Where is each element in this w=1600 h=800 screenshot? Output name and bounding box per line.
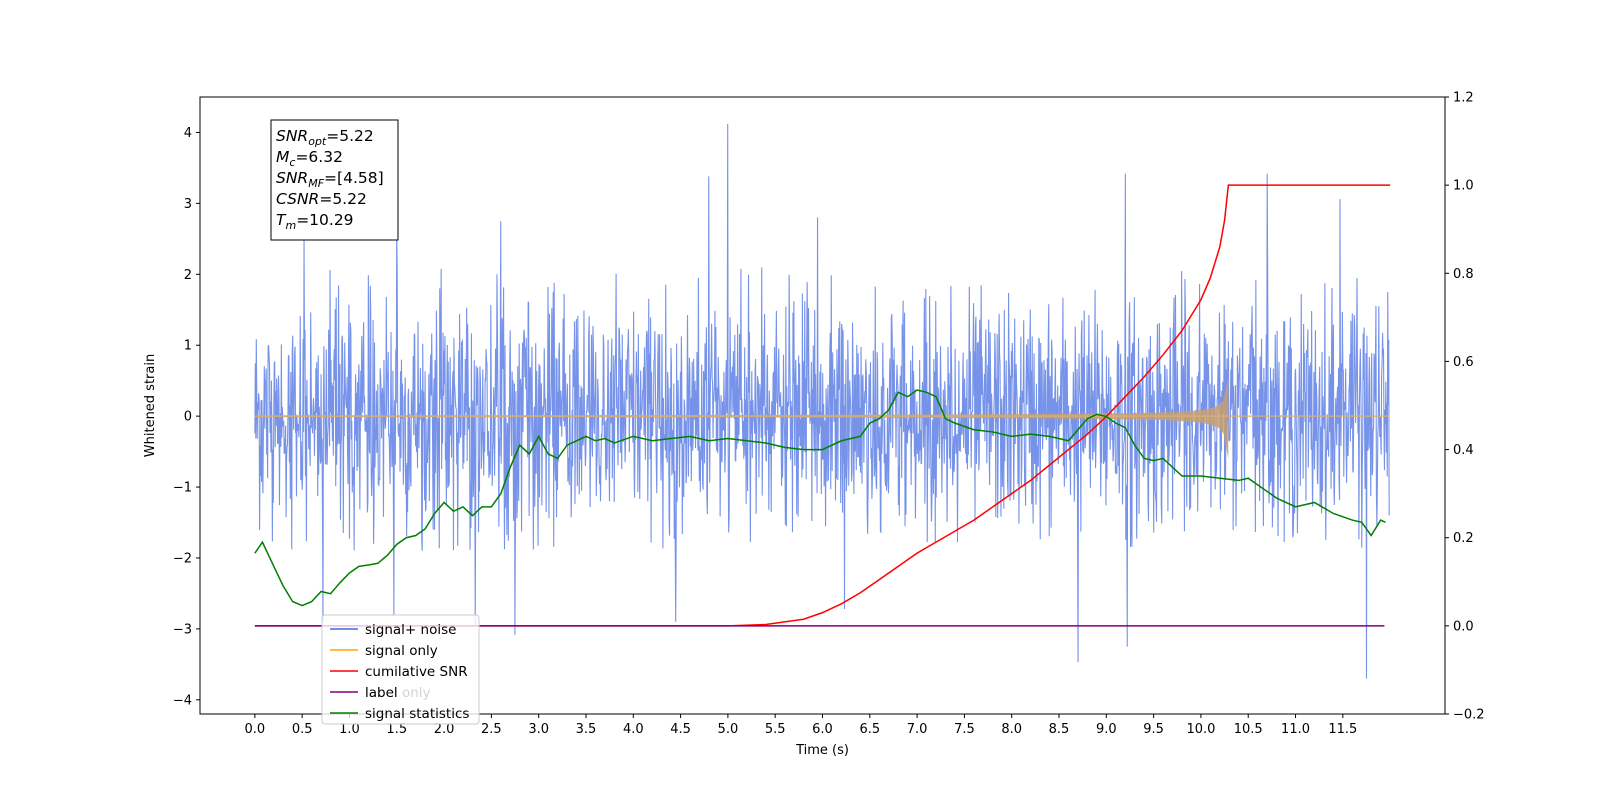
x-tick-label: 10.0 xyxy=(1186,722,1215,737)
info-tm: Tm=10.29 xyxy=(276,211,354,232)
series-cumilative-snr xyxy=(254,184,1391,627)
legend: signal+ noise signal only cumilative SNR la… xyxy=(321,614,480,725)
x-tick-label: 5.5 xyxy=(765,722,786,737)
x-axis: 0.0 0.5 1.0 1.5 2.0 2.5 3.0 3.5 4.0 4.5 5.0 5.5 6.0 6… xyxy=(245,714,1357,737)
x-tick-label: 7.5 xyxy=(954,722,975,737)
signal-series xyxy=(254,377,1390,460)
x-axis-label: Time (s) xyxy=(795,743,849,758)
x-tick-label: 5.0 xyxy=(718,722,739,737)
y2-tick-label: 0.6 xyxy=(1453,355,1474,370)
x-tick-label: 11.0 xyxy=(1281,722,1310,737)
info-csnr-value: =5.22 xyxy=(319,190,367,208)
x-tick-label: 7.0 xyxy=(907,722,928,737)
x-tick-label: 8.0 xyxy=(1001,722,1022,737)
y-tick-label: 4 xyxy=(184,126,192,141)
x-tick-label: 1.0 xyxy=(339,722,360,737)
x-tick-label: 9.0 xyxy=(1096,722,1117,737)
x-tick-label: 3.5 xyxy=(576,722,597,737)
noise-trace xyxy=(254,123,1390,679)
y-axis-right: 1.2 1.0 0.8 0.6 0.4 0.2 0.0 −0.2 xyxy=(1445,91,1485,723)
y-tick-label: −1 xyxy=(173,481,192,496)
y-tick-label: −2 xyxy=(173,551,192,566)
legend-label: signal statistics xyxy=(365,706,469,722)
legend-frame xyxy=(321,614,480,725)
info-box: SNRopt=5.22 Mc=6.32 SNRMF=[4.58] CSNR=5.… xyxy=(270,119,399,241)
legend-label: cumilative SNR xyxy=(365,664,468,680)
y-tick-label: 1 xyxy=(184,339,192,354)
x-tick-label: 0.5 xyxy=(292,722,313,737)
x-tick-label: 9.5 xyxy=(1143,722,1164,737)
info-snr-opt: SNRopt=5.22 xyxy=(276,127,374,148)
info-mc: Mc=6.32 xyxy=(276,148,343,169)
x-tick-label: 10.5 xyxy=(1234,722,1263,737)
x-tick-label: 2.5 xyxy=(481,722,502,737)
x-tick-label: 0.0 xyxy=(245,722,266,737)
y-tick-label: 3 xyxy=(184,197,192,212)
noise-series xyxy=(254,123,1390,679)
legend-label: signal only xyxy=(365,643,438,659)
y2-tick-label: 1.0 xyxy=(1453,179,1474,194)
legend-label: signal+ noise xyxy=(365,622,456,638)
series-signal-statistics xyxy=(254,389,1386,607)
y-tick-label: −4 xyxy=(173,693,192,708)
info-snr-opt-value: =5.22 xyxy=(326,127,374,145)
x-tick-label: 6.5 xyxy=(859,722,880,737)
occluded-legend-label: label only xyxy=(365,685,431,701)
y-tick-label: 0 xyxy=(184,410,192,425)
x-tick-label: 2.0 xyxy=(434,722,455,737)
signal-envelope xyxy=(254,377,1229,460)
info-snr-mf: SNRMF=[4.58] xyxy=(276,169,384,190)
x-tick-label: 4.0 xyxy=(623,722,644,737)
y-tick-label: 2 xyxy=(184,268,192,283)
legend-label: label xyxy=(365,685,398,701)
info-box-frame xyxy=(270,119,399,241)
y-tick-label: −3 xyxy=(173,622,192,637)
x-tick-label: 4.5 xyxy=(670,722,691,737)
x-tick-label: 8.5 xyxy=(1049,722,1070,737)
info-tm-value: =10.29 xyxy=(296,211,353,229)
y2-tick-label: 0.4 xyxy=(1453,443,1474,458)
x-tick-label: 1.5 xyxy=(386,722,407,737)
y2-tick-label: −0.2 xyxy=(1453,708,1485,723)
info-mc-value: =6.32 xyxy=(295,148,343,166)
x-tick-label: 11.5 xyxy=(1328,722,1357,737)
y-axis-label: Whitened strain xyxy=(143,354,158,457)
y2-tick-label: 0.2 xyxy=(1453,531,1474,546)
y2-tick-label: 0.0 xyxy=(1453,619,1474,634)
y2-tick-label: 1.2 xyxy=(1453,91,1474,106)
y-axis-left: 4 3 2 1 0 −1 −2 −3 −4 xyxy=(173,126,200,708)
x-tick-label: 6.0 xyxy=(812,722,833,737)
y2-tick-label: 0.8 xyxy=(1453,267,1474,282)
info-csnr: CSNR=5.22 xyxy=(276,190,367,208)
info-snr-mf-value: =[4.58] xyxy=(324,169,384,187)
x-tick-label: 3.0 xyxy=(528,722,549,737)
